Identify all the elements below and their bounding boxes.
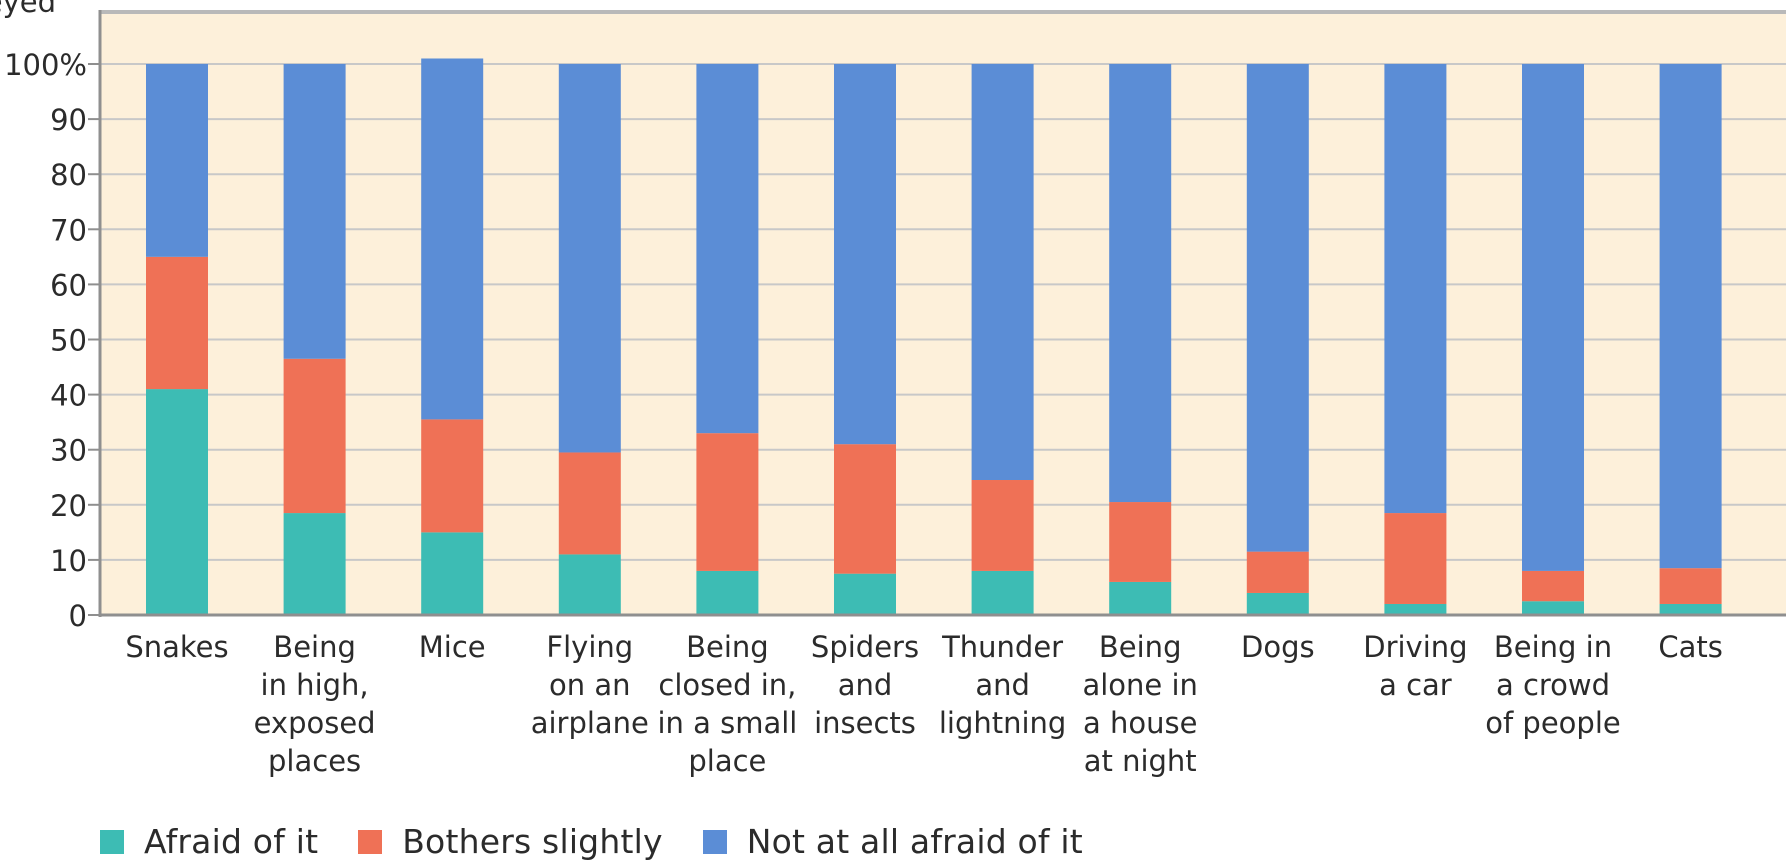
bar-not-afraid — [971, 64, 1034, 481]
plot-background — [100, 10, 1786, 615]
bar-afraid — [696, 570, 759, 615]
bar-not-afraid — [834, 64, 896, 445]
bar-bothers — [146, 256, 208, 390]
x-tick-label: lightning — [939, 706, 1067, 740]
bar-bothers — [1246, 551, 1309, 593]
x-tick-label: Being — [686, 630, 769, 664]
bar-not-afraid — [421, 58, 484, 420]
x-tick-label: Driving — [1363, 630, 1467, 664]
bar-afraid — [971, 570, 1034, 615]
x-tick-label: exposed — [254, 706, 376, 740]
y-tick-label: 40 — [50, 379, 87, 413]
x-tick-label: Being — [1099, 630, 1182, 664]
bar-afraid — [146, 389, 208, 615]
legend-label-not-afraid: Not at all afraid of it — [746, 822, 1083, 861]
bar-bothers — [1659, 568, 1722, 604]
bar-bothers — [1384, 513, 1447, 604]
bar-bothers — [1522, 570, 1584, 602]
y-tick-label: 0 — [69, 599, 87, 633]
x-tick-label: Flying — [546, 630, 633, 664]
x-tick-label: of people — [1485, 706, 1620, 740]
bar-not-afraid — [1522, 64, 1584, 571]
y-tick-label: 80 — [50, 158, 87, 192]
x-tick-label: airplane — [531, 706, 649, 740]
x-tick-label: place — [688, 744, 766, 778]
x-tick-label: a car — [1379, 668, 1452, 702]
bar-not-afraid — [1246, 64, 1309, 552]
x-tick-label: Dogs — [1241, 630, 1315, 664]
legend-swatch-afraid — [100, 829, 124, 854]
bar-bothers — [696, 433, 759, 571]
legend-item-bothers: Bothers slightly — [358, 822, 662, 861]
legend-label-bothers: Bothers slightly — [402, 822, 663, 861]
x-tick-label: a crowd — [1496, 668, 1610, 702]
x-tick-label: a house — [1083, 706, 1197, 740]
bar-not-afraid — [146, 64, 208, 257]
x-tick-label: alone in — [1082, 668, 1197, 702]
bar-afraid — [1522, 601, 1584, 615]
legend-item-not-afraid: Not at all afraid of it — [702, 822, 1083, 861]
x-tick-label: on an — [549, 668, 631, 702]
x-tick-label: Cats — [1658, 630, 1723, 664]
bar-bothers — [421, 419, 484, 533]
bar-bothers — [1109, 502, 1172, 582]
bar-bothers — [283, 358, 346, 514]
bar-not-afraid — [696, 64, 759, 434]
x-tick-label: insects — [814, 706, 916, 740]
bar-afraid — [1109, 581, 1172, 615]
y-tick-label: 50 — [50, 324, 87, 358]
x-tick-label: in high, — [261, 668, 369, 702]
x-tick-label: Thunder — [941, 630, 1063, 664]
x-tick-label: Spiders — [811, 630, 919, 664]
x-tick-label: Mice — [419, 630, 486, 664]
bar-afraid — [1659, 603, 1722, 615]
bar-bothers — [971, 480, 1034, 571]
bar-not-afraid — [1109, 64, 1172, 503]
y-axis-title: veyed — [0, 0, 56, 19]
bar-not-afraid — [283, 64, 346, 359]
bar-bothers — [834, 444, 896, 574]
y-tick-label: 100% — [4, 48, 87, 82]
legend: Afraid of it Bothers slightly Not at all… — [100, 822, 1123, 861]
x-tick-label: Being in — [1494, 630, 1612, 664]
bar-afraid — [1384, 603, 1447, 615]
plot-top-border — [100, 10, 1786, 14]
bar-afraid — [1246, 592, 1309, 615]
y-tick-label: 90 — [50, 103, 87, 137]
y-tick-label: 20 — [50, 489, 87, 523]
y-tick-label: 30 — [50, 434, 87, 468]
bar-not-afraid — [558, 64, 621, 453]
x-tick-label: Being — [273, 630, 356, 664]
bar-not-afraid — [1659, 64, 1722, 569]
bar-afraid — [283, 513, 346, 615]
y-tick-label: 60 — [50, 268, 87, 302]
x-tick-label: places — [268, 744, 361, 778]
bar-bothers — [558, 452, 621, 555]
x-tick-label: in a small — [657, 706, 797, 740]
bar-not-afraid — [1384, 64, 1447, 514]
bar-afraid — [421, 532, 484, 615]
legend-item-afraid: Afraid of it — [100, 822, 318, 861]
legend-label-afraid: Afraid of it — [144, 822, 319, 861]
x-tick-label: closed in, — [658, 668, 796, 702]
y-tick-label: 10 — [50, 544, 87, 578]
legend-swatch-not-afraid — [702, 829, 727, 854]
x-tick-label: and — [838, 668, 893, 702]
bar-afraid — [558, 554, 621, 615]
x-tick-label: Snakes — [125, 630, 228, 664]
x-tick-label: and — [975, 668, 1030, 702]
legend-swatch-bothers — [358, 829, 383, 854]
y-tick-label: 70 — [50, 213, 87, 247]
x-tick-label: at night — [1084, 744, 1197, 778]
bar-afraid — [834, 573, 896, 615]
